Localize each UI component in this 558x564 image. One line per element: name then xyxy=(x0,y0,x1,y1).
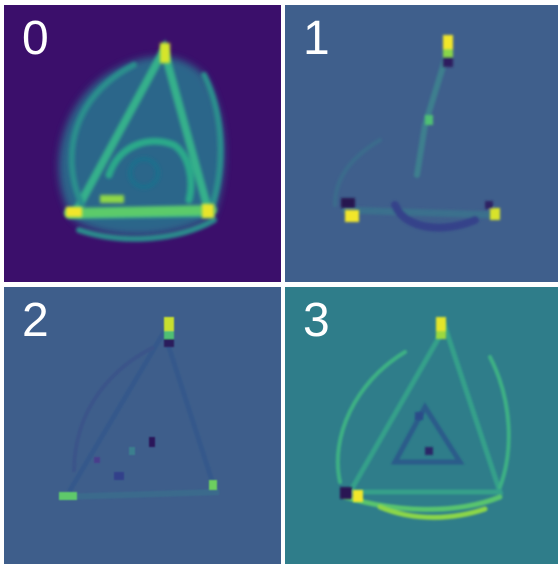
panel-0-image xyxy=(58,39,225,242)
panel-1-label: 1 xyxy=(303,12,330,65)
panel-1: 1 xyxy=(285,5,558,282)
panel-0: 0 xyxy=(4,5,281,282)
panel-1-image xyxy=(333,35,500,232)
panel-3-label: 3 xyxy=(303,294,330,347)
panel-2-label: 2 xyxy=(22,294,49,347)
panel-3: 3 xyxy=(285,287,558,564)
panel-2-image xyxy=(58,317,220,500)
panel-2: 2 xyxy=(4,287,281,564)
panel-0-label: 0 xyxy=(22,12,49,65)
panel-3-image xyxy=(335,317,511,520)
